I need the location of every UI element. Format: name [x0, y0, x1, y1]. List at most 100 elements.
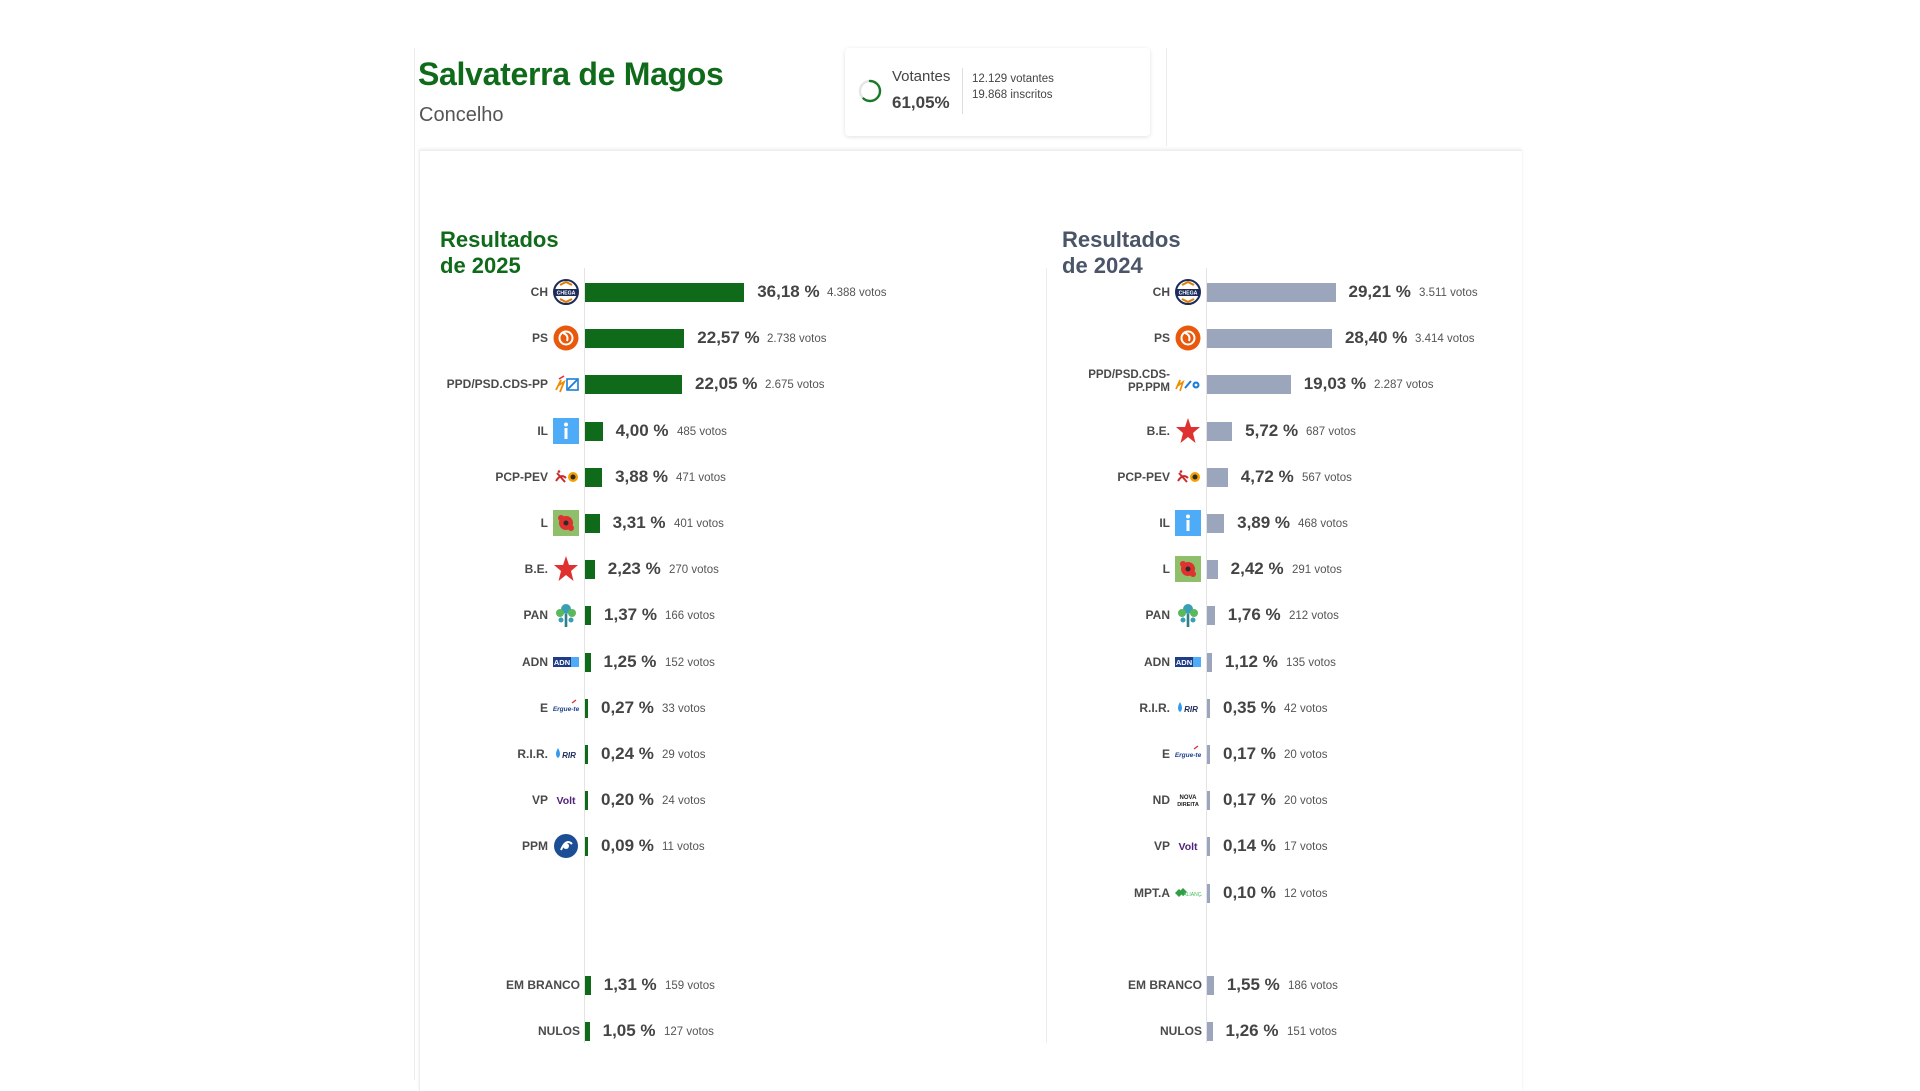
pcp-pev-logo-icon [552, 463, 580, 491]
result-percent: 4,00 % [615, 420, 669, 440]
result-bar [1207, 514, 1225, 533]
svg-text:Ergue-te: Ergue-te [553, 706, 580, 713]
result-percent: 0,17 % [1223, 790, 1276, 810]
result-percent: 1,31 % [603, 975, 657, 994]
result-bar [1207, 375, 1291, 395]
result-percent: 0,27 % [601, 697, 654, 717]
be-star-logo-icon [552, 555, 580, 583]
result-bar [1207, 606, 1215, 626]
result-row: PPD/PSD.CDS- PP.PPM 19,03 % 2.287 votos [0, 369, 1920, 399]
result-row: PAN 1,76 % 212 votos [0, 600, 1920, 630]
result-percent: 2,23 % [607, 559, 661, 579]
result-votes: 20 votos [1284, 795, 1328, 808]
ch-logo-icon: CHEGA [1174, 278, 1202, 306]
result-percent: 1,55 % [1226, 975, 1280, 994]
result-percent: 5,72 % [1245, 420, 1299, 440]
result-percent: 19,03 % [1303, 374, 1367, 394]
result-percent: 0,14 % [1223, 836, 1276, 856]
result-votes: 687 votos [1306, 425, 1356, 438]
svg-text:CHEGA: CHEGA [557, 291, 576, 297]
result-percent: 1,37 % [604, 605, 657, 625]
result-row: ADN ADN 1,12 % 135 votos [0, 647, 1920, 677]
result-bar [585, 514, 600, 533]
page-title: Salvaterra de Magos [418, 56, 724, 92]
header-divider [1166, 48, 1167, 146]
results-2024-heading: Resultados de 2024 [1062, 227, 1181, 278]
party-name: L [540, 516, 548, 530]
result-votes: 166 votos [665, 610, 715, 623]
result-percent: 28,40 % [1344, 328, 1408, 348]
party-name: EM BRANCO [1128, 978, 1202, 992]
result-percent: 36,18 % [757, 282, 820, 301]
result-votes: 471 votos [676, 471, 726, 484]
result-bar [1207, 560, 1218, 580]
volt-logo-icon: Volt [1174, 832, 1202, 860]
turnout-card: Votantes 61,05% 12.129 votantes 19.868 i… [845, 48, 1150, 136]
result-row: PS 22,57 % 2.738 votos [0, 323, 1920, 353]
party-name: CH [530, 285, 548, 299]
result-percent: 22,57 % [697, 328, 760, 348]
mpt-logo-icon: ALIANÇA [1174, 879, 1205, 907]
party-name: R.I.R. [517, 747, 548, 761]
party-name: EM BRANCO [506, 978, 580, 992]
party-name: R.I.R. [1139, 700, 1170, 715]
party-name-line: PP.PPM [1128, 382, 1170, 395]
result-bar [585, 791, 588, 811]
party-name: PAN [1145, 608, 1170, 623]
result-row: VP Volt 0,20 % 24 votos [0, 785, 1920, 815]
party-name: PS [531, 331, 548, 346]
result-bar [585, 745, 588, 764]
adn-logo-icon: ADN [1174, 648, 1202, 676]
result-row: ND NOVA DIREITA 0,17 % 20 votos [0, 785, 1920, 815]
pcp-pev-logo-icon [1174, 463, 1202, 491]
result-percent: 1,26 % [1225, 1021, 1279, 1040]
result-row: VP Volt 0,14 % 17 votos [0, 831, 1920, 861]
pan-tree-logo-icon [552, 601, 580, 629]
ppd-cds-logo-icon [552, 370, 580, 398]
result-bar [585, 560, 595, 580]
result-row: B.E. 5,72 % 687 votos [0, 416, 1920, 446]
result-bar [585, 976, 591, 995]
party-name: PPM [521, 839, 548, 854]
result-votes: 20 votos [1284, 749, 1328, 761]
ppd-cds-ppm-logo-icon [1174, 370, 1202, 398]
party-name: IL [537, 423, 548, 438]
result-votes: 401 votos [674, 518, 724, 530]
result-row: MPT.A ALIANÇA 0,10 % 12 votos [0, 878, 1920, 908]
result-votes: 212 votos [1289, 610, 1339, 623]
turnout-percent: 61,05% [892, 93, 950, 112]
volt-logo-icon: Volt [552, 786, 580, 814]
party-name: PPD/PSD.CDS-PP [446, 377, 548, 392]
result-row: R.I.R. RIR 0,35 % 42 votos [0, 693, 1920, 723]
result-row: E Ergue-te 0,17 % 20 votos [0, 739, 1920, 769]
result-bar [1207, 976, 1214, 995]
svg-text:CHEGA: CHEGA [1179, 291, 1198, 297]
party-name: ND [1152, 793, 1170, 808]
result-row: CH CHEGA 29,21 % 3.511 votos [0, 277, 1920, 307]
result-votes: 152 votos [665, 656, 715, 669]
il-logo-icon [552, 417, 580, 445]
result-bar [585, 606, 592, 626]
be-star-logo-icon [1174, 417, 1202, 445]
result-bar [585, 698, 588, 718]
ps-logo-icon [552, 324, 580, 352]
svg-text:RIR: RIR [1184, 705, 1198, 714]
party-name: E [539, 700, 548, 715]
result-votes: 42 votos [1284, 702, 1328, 715]
party-name: VP [531, 793, 548, 808]
result-row: PPM 0,09 % 11 votos [0, 831, 1920, 861]
result-bar [585, 375, 683, 395]
result-row: IL 4,00 % 485 votos [0, 416, 1920, 446]
result-bar [1207, 421, 1233, 441]
result-row: PPD/PSD.CDS-PP 22,05 % 2.675 votos [0, 369, 1920, 399]
result-percent: 22,05 % [695, 374, 758, 394]
rir-logo-icon: RIR [1174, 694, 1202, 722]
blank-votes-row: EM BRANCO 1,31 % 159 votos [0, 970, 1920, 1000]
livre-logo-icon [1174, 555, 1202, 583]
null-votes-row: NULOS 1,26 % 151 votos [0, 1016, 1920, 1046]
results-panel [419, 150, 1522, 1091]
result-bar [585, 837, 588, 857]
party-name: B.E. [524, 562, 548, 577]
turnout-label: Votantes [892, 68, 951, 85]
